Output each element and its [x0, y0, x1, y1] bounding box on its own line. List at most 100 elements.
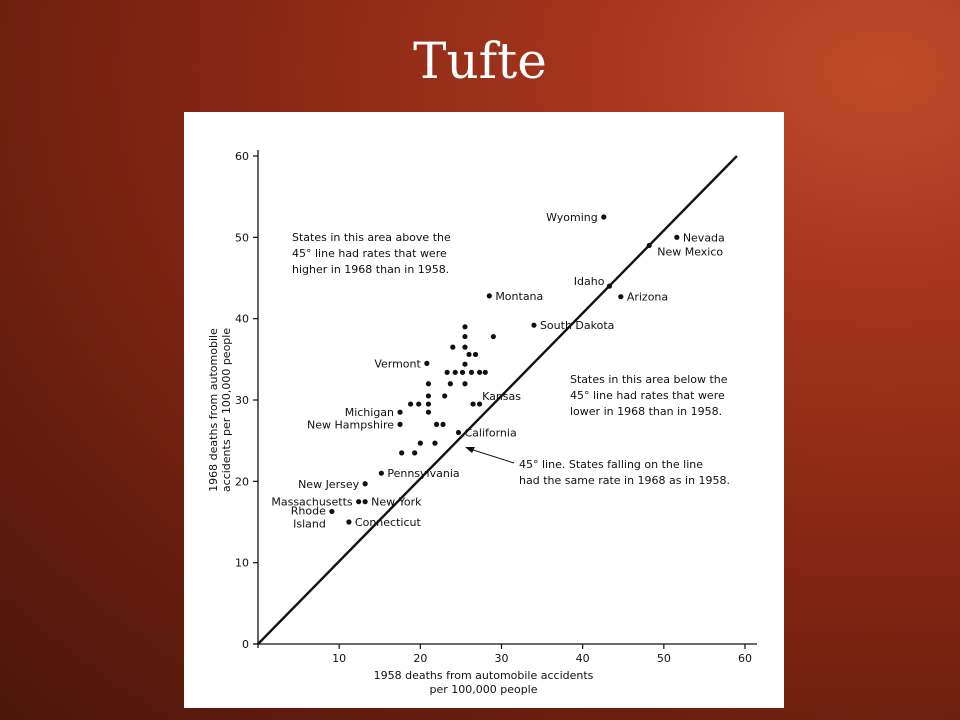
data-point [416, 401, 422, 407]
x-tick-label: 50 [657, 652, 671, 665]
data-point [531, 322, 537, 328]
data-point [346, 519, 352, 525]
point-label: Rhode [291, 504, 326, 517]
data-point [470, 401, 476, 407]
data-point [424, 360, 430, 366]
data-point [462, 324, 468, 330]
data-point [486, 293, 492, 299]
data-point [674, 234, 680, 240]
y-tick-label: 40 [235, 313, 249, 326]
data-point [459, 369, 466, 375]
data-point [466, 351, 472, 358]
annotation-below: lower in 1968 than in 1958. [570, 405, 722, 418]
point-label: Nevada [683, 231, 725, 244]
y-axis-title: 1968 deaths from automobile [207, 328, 220, 492]
data-point [618, 294, 624, 300]
data-point [444, 369, 450, 375]
point-label: South Dakota [540, 319, 614, 332]
data-point [452, 369, 458, 375]
x-tick-label: 60 [738, 652, 752, 665]
data-point [601, 214, 607, 220]
annotation-above: 45° line had rates that were [292, 247, 447, 260]
annotation-arrow [469, 448, 515, 464]
point-label: New Mexico [657, 245, 723, 258]
figure-panel: 0 10 20 30 40 50 60 10 20 30 40 50 60 1958 deaths fro… [184, 112, 784, 708]
y-tick-label: 60 [235, 150, 249, 163]
point-label: Massachusetts [271, 496, 353, 509]
annotation-45-line: had the same rate in 1968 as in 1958. [519, 474, 730, 487]
y-axis-title: accidents per 100,000 people [220, 328, 233, 492]
x-tick-label: 20 [413, 652, 427, 665]
data-point [455, 429, 462, 436]
point-label: Pennsylvania [387, 467, 459, 480]
data-point [425, 381, 432, 387]
data-point [472, 351, 479, 358]
annotation-above: States in this area above the [292, 231, 451, 244]
x-tick-label: 30 [495, 652, 509, 665]
data-point [425, 401, 432, 407]
y-tick-label: 0 [242, 638, 249, 651]
point-label: Montana [495, 290, 543, 303]
data-point [356, 499, 362, 505]
reference-line-45 [257, 155, 738, 645]
data-point [329, 508, 335, 515]
point-label: Kansas [482, 390, 521, 403]
y-tick-label: 50 [235, 231, 249, 244]
data-point [462, 344, 468, 350]
annotation-below: States in this area below the [570, 373, 728, 386]
y-tick-label: 30 [235, 394, 249, 407]
data-point [397, 409, 403, 415]
axes: 0 10 20 30 40 50 60 10 20 30 40 50 60 1958 deaths fro… [207, 150, 757, 696]
data-point [362, 481, 368, 487]
data-point [412, 450, 418, 456]
point-label: New Hampshire [307, 418, 394, 431]
x-tick-label: 40 [576, 652, 590, 665]
data-point [462, 381, 468, 387]
annotation-45-line: 45° line. States falling on the line [519, 458, 703, 471]
annotation-above: higher in 1968 than in 1958. [292, 263, 449, 276]
point-label: Island [293, 517, 326, 530]
y-tick-label: 20 [235, 475, 249, 488]
data-point [606, 283, 613, 289]
point-label: New York [371, 496, 422, 509]
data-point [450, 344, 456, 350]
x-tick-label: 10 [332, 652, 346, 665]
point-label: Wyoming [546, 211, 598, 224]
data-point [462, 361, 468, 367]
data-point [476, 369, 483, 375]
data-point [482, 369, 488, 375]
data-point [442, 393, 448, 399]
point-label: Idaho [574, 275, 605, 288]
data-point [425, 393, 432, 399]
y-tick-label: 10 [235, 557, 249, 570]
data-point [440, 421, 446, 427]
data-point [362, 499, 368, 505]
data-point [433, 421, 440, 427]
slide-title: Tufte [413, 32, 547, 90]
x-axis-title: per 100,000 people [429, 683, 537, 696]
point-label: New Jersey [298, 478, 360, 491]
data-point [407, 401, 414, 407]
data-point [417, 440, 423, 446]
point-label: Arizona [627, 291, 668, 304]
annotation-arrowhead [465, 447, 475, 453]
data-point [397, 421, 403, 427]
data-point [425, 409, 432, 415]
y-axis-title-group: 1968 deaths from automobile accidents per… [207, 328, 233, 492]
data-point [399, 450, 405, 456]
point-label: Connecticut [355, 516, 422, 529]
data-point [447, 381, 453, 387]
point-label: Vermont [374, 357, 421, 370]
point-label: Michigan [345, 406, 394, 419]
x-axis-title: 1958 deaths from automobile accidents [374, 669, 594, 682]
annotations: States in this area above the 45° line ha… [292, 231, 730, 487]
scatter-chart: 0 10 20 30 40 50 60 10 20 30 40 50 60 1958 deaths fro… [207, 150, 757, 696]
annotation-below: 45° line had rates that were [570, 389, 725, 402]
reference-line [257, 155, 738, 645]
data-point [378, 470, 384, 476]
data-point [476, 401, 483, 407]
data-point [462, 333, 468, 340]
data-point [432, 440, 438, 446]
point-label: California [464, 427, 516, 440]
